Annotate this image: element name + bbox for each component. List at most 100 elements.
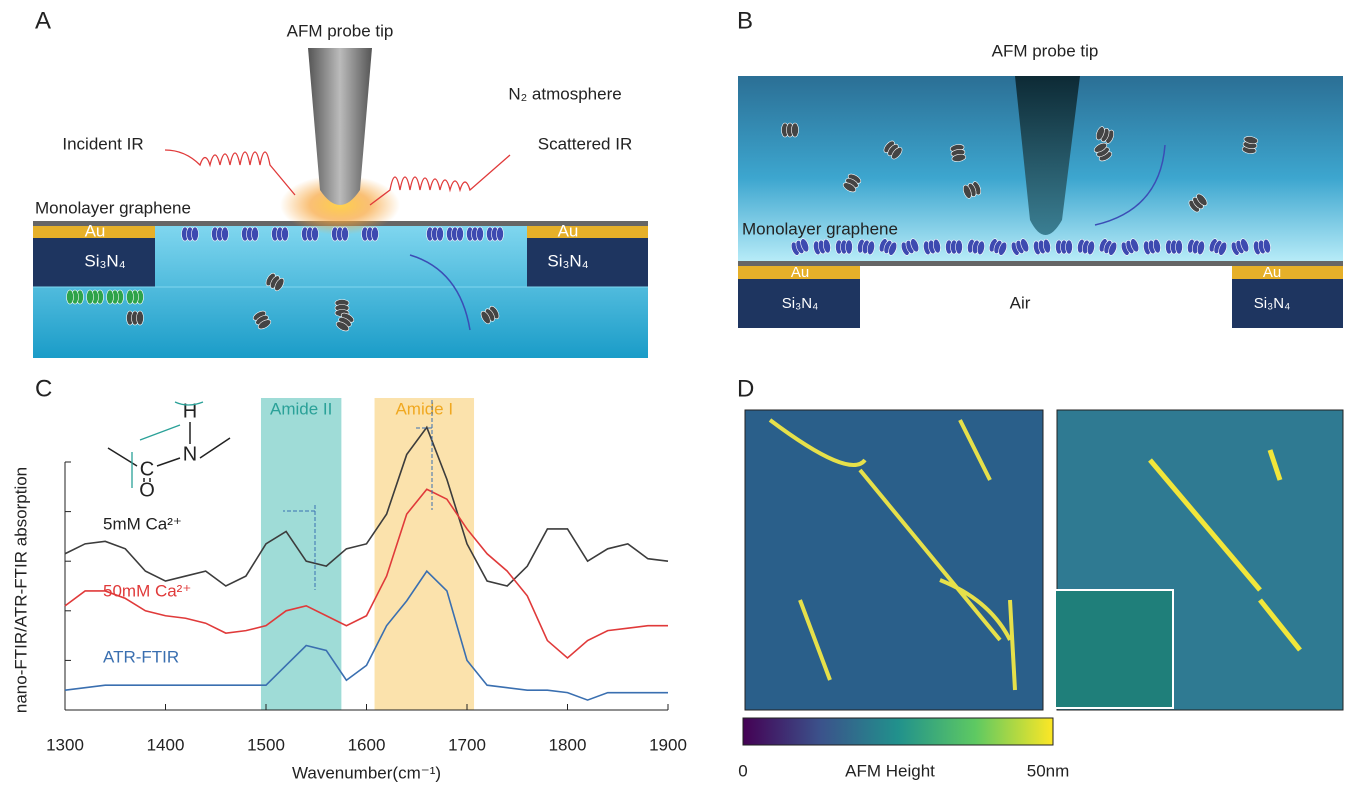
afm-fibers: [768, 418, 1017, 691]
protein: [813, 238, 831, 256]
afm-fibers: [1148, 449, 1302, 652]
lobe: [126, 289, 134, 305]
protein: [1253, 238, 1271, 256]
shift-arrow: [283, 400, 433, 590]
lobe: [842, 182, 857, 193]
lobe: [1130, 238, 1140, 253]
protein: [126, 289, 144, 305]
series-label: ATR-FTIR: [103, 647, 179, 666]
label: AFM probe tip: [287, 21, 394, 40]
lobe: [891, 147, 903, 160]
protein: [842, 173, 862, 193]
label: Au: [791, 264, 809, 281]
band: [374, 398, 475, 710]
protein: [1188, 193, 1208, 213]
protein: [446, 226, 464, 242]
protein: [126, 310, 144, 326]
series-line: [64, 488, 668, 659]
panel-b: B AFM probe tip Monolayer graphene Au Au…: [737, 7, 1343, 328]
si3n4: [527, 238, 648, 287]
series-label: 5mM Ca²⁺: [103, 514, 182, 533]
lobe: [1240, 238, 1250, 253]
y-axis-label: nano-FTIR/ATR-FTIR absorption: [11, 467, 30, 713]
protein: [334, 299, 350, 317]
label: Air: [1010, 293, 1031, 312]
protein: [883, 140, 903, 160]
label: Au: [558, 221, 579, 240]
label: Si₃N₄: [1254, 295, 1290, 312]
protein: [106, 289, 124, 305]
panel-d: D 0 AFM Height 50nm: [737, 375, 1344, 780]
lobe: [371, 226, 379, 242]
si3n4: [1232, 279, 1343, 328]
lobe: [251, 226, 259, 242]
protein: [900, 238, 920, 256]
protein: [1010, 238, 1030, 256]
protein: [1230, 238, 1250, 256]
x-axis-label: Wavenumber(cm⁻¹): [292, 763, 441, 782]
protein: [301, 226, 319, 242]
protein: [480, 305, 500, 325]
protein: [66, 289, 84, 305]
x-tick-label: 1700: [448, 735, 486, 754]
label: Si₃N₄: [782, 295, 818, 312]
lobe: [106, 289, 114, 305]
protein: [967, 238, 985, 256]
lobe: [480, 310, 491, 325]
lobe: [791, 122, 799, 138]
atom: C: [140, 458, 154, 480]
lobe: [257, 319, 272, 330]
label: Incident IR: [62, 134, 143, 153]
lobe: [1262, 238, 1271, 254]
lobe: [1243, 136, 1259, 145]
protein: [1120, 238, 1140, 256]
protein: [211, 226, 229, 242]
protein: [486, 226, 504, 242]
lobe: [951, 153, 967, 162]
lobe: [476, 226, 484, 242]
protein: [1095, 126, 1115, 144]
gold: [738, 266, 860, 279]
protein: [271, 226, 289, 242]
lobe: [932, 238, 941, 254]
x-tick-label: 1300: [46, 735, 84, 754]
protein: [1187, 238, 1205, 256]
lobe: [311, 226, 319, 242]
label: Si₃N₄: [84, 251, 125, 270]
lobe: [456, 226, 464, 242]
atom: H: [183, 400, 197, 422]
label: AFM probe tip: [992, 41, 1099, 60]
lobe: [1196, 193, 1208, 206]
lobe: [136, 310, 144, 326]
lobe: [221, 226, 229, 242]
protein: [835, 239, 853, 255]
lobe: [845, 239, 853, 255]
lobe: [281, 226, 289, 242]
lobe: [66, 289, 74, 305]
lobe: [1196, 240, 1205, 256]
protein: [241, 226, 259, 242]
panel-label: A: [35, 7, 51, 34]
panel-label: C: [35, 375, 52, 402]
lobe: [191, 226, 199, 242]
protein: [466, 226, 484, 242]
x-tick-label: 1600: [348, 735, 386, 754]
protein: [1165, 239, 1183, 255]
x-tick-label: 1900: [649, 735, 687, 754]
protein: [878, 238, 898, 256]
label: Monolayer graphene: [35, 198, 191, 217]
afm-image: [744, 409, 1044, 711]
protein: [1208, 238, 1228, 256]
gold: [527, 226, 648, 238]
gold: [1232, 266, 1343, 279]
arrow: [409, 254, 471, 331]
plot: Amide II Amide I 1300 1400 1500 1600 1700 1800 1…: [11, 398, 687, 782]
series-line: [64, 569, 668, 701]
lobe: [86, 289, 94, 305]
x-tick-label: 1400: [147, 735, 185, 754]
series-line: [64, 425, 669, 587]
protein: [1077, 238, 1095, 256]
protein: [1033, 238, 1051, 256]
label: Au: [85, 221, 106, 240]
